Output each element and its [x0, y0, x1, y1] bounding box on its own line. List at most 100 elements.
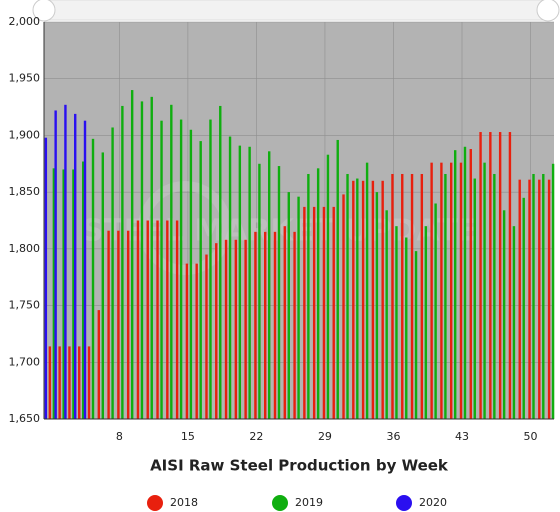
bar	[44, 137, 48, 419]
x-tick-label: 8	[116, 430, 123, 443]
bar	[126, 230, 130, 419]
y-tick-label: 1,650	[9, 412, 41, 425]
bar	[179, 119, 183, 419]
bar	[224, 239, 228, 419]
bar	[293, 231, 296, 419]
bar	[538, 179, 541, 419]
bar	[64, 104, 67, 419]
bar	[356, 178, 359, 419]
bar	[87, 346, 91, 419]
bar	[91, 138, 95, 419]
bar	[434, 203, 437, 419]
bar	[493, 173, 496, 419]
bar	[401, 173, 404, 419]
bar	[160, 120, 163, 419]
bar	[68, 346, 71, 419]
bar	[52, 168, 56, 419]
bar	[83, 120, 87, 419]
bar	[228, 136, 232, 419]
bar	[136, 220, 140, 419]
bar	[508, 132, 512, 420]
bar	[551, 163, 555, 419]
y-tick-label: 1,950	[9, 72, 41, 85]
x-tick-label: 22	[249, 430, 263, 443]
bar	[326, 154, 330, 419]
bar	[62, 169, 65, 419]
bar	[150, 96, 153, 419]
bar	[342, 194, 345, 419]
legend-marker	[272, 495, 288, 511]
bar	[381, 180, 384, 419]
y-tick-label: 1,900	[9, 128, 41, 141]
bar	[156, 220, 159, 419]
bar	[532, 173, 535, 419]
bar	[273, 231, 277, 419]
bar	[346, 173, 349, 419]
y-tick-label: 1,850	[9, 185, 41, 198]
bar	[117, 230, 120, 419]
bar	[352, 180, 355, 419]
bar	[522, 197, 525, 419]
bar	[518, 179, 521, 419]
x-tick-label: 43	[455, 430, 469, 443]
x-tick-label: 50	[524, 430, 538, 443]
y-tick-label: 1,750	[9, 299, 41, 312]
bar	[332, 206, 335, 419]
bar	[215, 243, 218, 419]
bar	[449, 162, 453, 419]
bar	[48, 346, 52, 419]
bar	[175, 220, 179, 419]
bar	[97, 310, 100, 419]
bar	[54, 110, 57, 419]
bar	[140, 101, 144, 420]
bar	[316, 168, 320, 419]
bar	[385, 210, 388, 419]
bar	[244, 239, 247, 419]
y-tick-label: 1,800	[9, 242, 41, 255]
bar	[166, 220, 169, 419]
scroll-handle-left[interactable]	[32, 0, 56, 22]
bar	[430, 162, 433, 419]
bar	[238, 145, 242, 419]
bar	[371, 180, 375, 419]
x-tick-label: 15	[181, 430, 195, 443]
bar	[287, 192, 290, 419]
bar	[361, 180, 365, 419]
bar	[307, 173, 310, 419]
bar	[410, 173, 414, 419]
scroll-handle-right[interactable]	[536, 0, 560, 22]
bar	[312, 206, 316, 419]
bar	[277, 166, 281, 419]
bar	[391, 173, 394, 419]
bar	[209, 119, 212, 419]
bar	[405, 237, 408, 419]
bar	[365, 162, 369, 419]
bar	[414, 251, 418, 419]
bar	[199, 141, 202, 419]
bar	[420, 173, 424, 419]
bar	[512, 226, 516, 419]
legend-label: 2018	[170, 496, 198, 509]
y-tick-label: 2,000	[9, 15, 41, 28]
bar	[185, 263, 189, 419]
legend-marker	[396, 495, 412, 511]
bar	[440, 162, 443, 419]
bar	[395, 226, 398, 419]
y-tick-label: 1,700	[9, 355, 41, 368]
bar	[542, 173, 545, 419]
x-tick-label: 29	[318, 430, 332, 443]
bar	[283, 226, 286, 419]
scrollbar[interactable]	[33, 0, 555, 21]
bar	[444, 173, 447, 419]
bar	[101, 152, 104, 419]
bar	[502, 210, 506, 419]
bar	[82, 161, 85, 419]
bar	[78, 346, 81, 419]
bars	[44, 90, 555, 420]
bar	[375, 192, 379, 419]
bar	[264, 231, 267, 419]
bar	[463, 146, 467, 419]
bar	[483, 162, 486, 419]
bar	[121, 105, 124, 420]
